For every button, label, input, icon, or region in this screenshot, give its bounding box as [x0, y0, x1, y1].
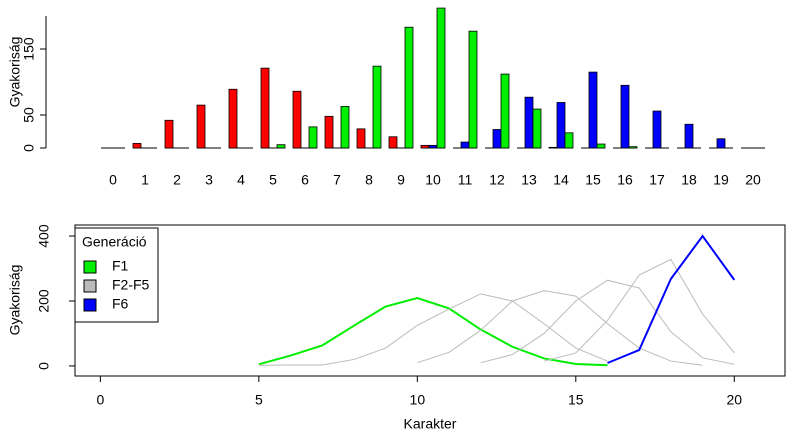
- x-tick-label: 5: [269, 172, 277, 188]
- bar: [652, 110, 662, 149]
- x-tick-label: 17: [649, 172, 665, 188]
- x-tick-label: 11: [458, 172, 473, 188]
- bar: [164, 119, 174, 149]
- x-tick-label: 7: [333, 172, 341, 188]
- bar: [420, 144, 430, 149]
- bar: [292, 90, 302, 149]
- x-tick-label: 10: [410, 392, 426, 408]
- legend-swatch: [83, 260, 97, 274]
- series-line: [607, 234, 736, 364]
- bar: [596, 143, 606, 149]
- x-axis-label: Karakter: [404, 416, 457, 432]
- x-tick-label: 12: [489, 172, 505, 188]
- x-tick-label: 14: [553, 172, 569, 188]
- legend-label: F6: [112, 296, 129, 312]
- x-tick-label: 2: [173, 172, 181, 188]
- bar: [492, 129, 502, 149]
- y-tick-label: 150: [21, 37, 37, 61]
- bar: [588, 71, 598, 149]
- bar: [276, 144, 286, 149]
- bar: [308, 126, 318, 149]
- x-tick-label: 19: [713, 172, 729, 188]
- legend-label: F1: [112, 258, 129, 274]
- x-tick-label: 3: [205, 172, 213, 188]
- series-line: [543, 258, 735, 362]
- legend-label: F2-F5: [112, 277, 150, 293]
- x-tick-label: 6: [301, 172, 309, 188]
- bar: [260, 67, 270, 149]
- x-tick-label: 8: [365, 172, 373, 188]
- bar: [468, 30, 478, 149]
- y-tick-label: 400: [36, 224, 52, 248]
- y-axis-label: Gyakoriság: [7, 265, 23, 336]
- bar: [356, 128, 366, 149]
- bar: [196, 104, 206, 149]
- x-tick-label: 1: [141, 172, 149, 188]
- x-tick-label: 20: [745, 172, 761, 188]
- bar: [388, 136, 398, 149]
- y-tick-label: 0: [21, 144, 37, 152]
- bar: [620, 84, 630, 149]
- y-axis-label: Gyakoriság: [7, 37, 23, 108]
- bar: [564, 132, 574, 149]
- legend-swatch: [83, 298, 97, 312]
- bar: [524, 96, 534, 149]
- x-tick-label: 15: [585, 172, 601, 188]
- series-line: [417, 290, 703, 366]
- x-tick-label: 10: [425, 172, 441, 188]
- series-line: [258, 293, 608, 366]
- x-tick-label: 13: [521, 172, 537, 188]
- legend-title: Generáció: [82, 234, 147, 250]
- bar: [324, 115, 334, 149]
- x-tick-label: 4: [237, 172, 245, 188]
- bar: [228, 88, 238, 149]
- x-tick-label: 0: [109, 172, 117, 188]
- y-tick-label: 50: [21, 107, 37, 123]
- bar: [428, 144, 438, 149]
- x-tick-label: 9: [397, 172, 405, 188]
- bar: [340, 106, 350, 149]
- bar: [548, 146, 558, 149]
- bar: [372, 65, 382, 149]
- x-tick-label: 18: [681, 172, 697, 188]
- bar: [436, 7, 446, 149]
- plot-frame: [74, 224, 786, 377]
- y-tick-label: 0: [36, 362, 52, 370]
- x-tick-label: 15: [568, 392, 584, 408]
- legend-swatch: [83, 279, 97, 293]
- bar: [716, 138, 726, 149]
- bar: [460, 141, 470, 149]
- bar: [404, 26, 414, 149]
- x-tick-label: 0: [96, 392, 104, 408]
- bar: [500, 73, 510, 149]
- series-line: [480, 279, 735, 365]
- y-tick-label: 200: [36, 289, 52, 313]
- bar: [684, 123, 694, 149]
- bar: [132, 142, 142, 149]
- x-tick-label: 20: [726, 392, 742, 408]
- bar: [628, 146, 638, 149]
- bar: [556, 102, 566, 149]
- x-tick-label: 16: [617, 172, 633, 188]
- x-tick-label: 5: [255, 392, 263, 408]
- bar: [532, 108, 542, 149]
